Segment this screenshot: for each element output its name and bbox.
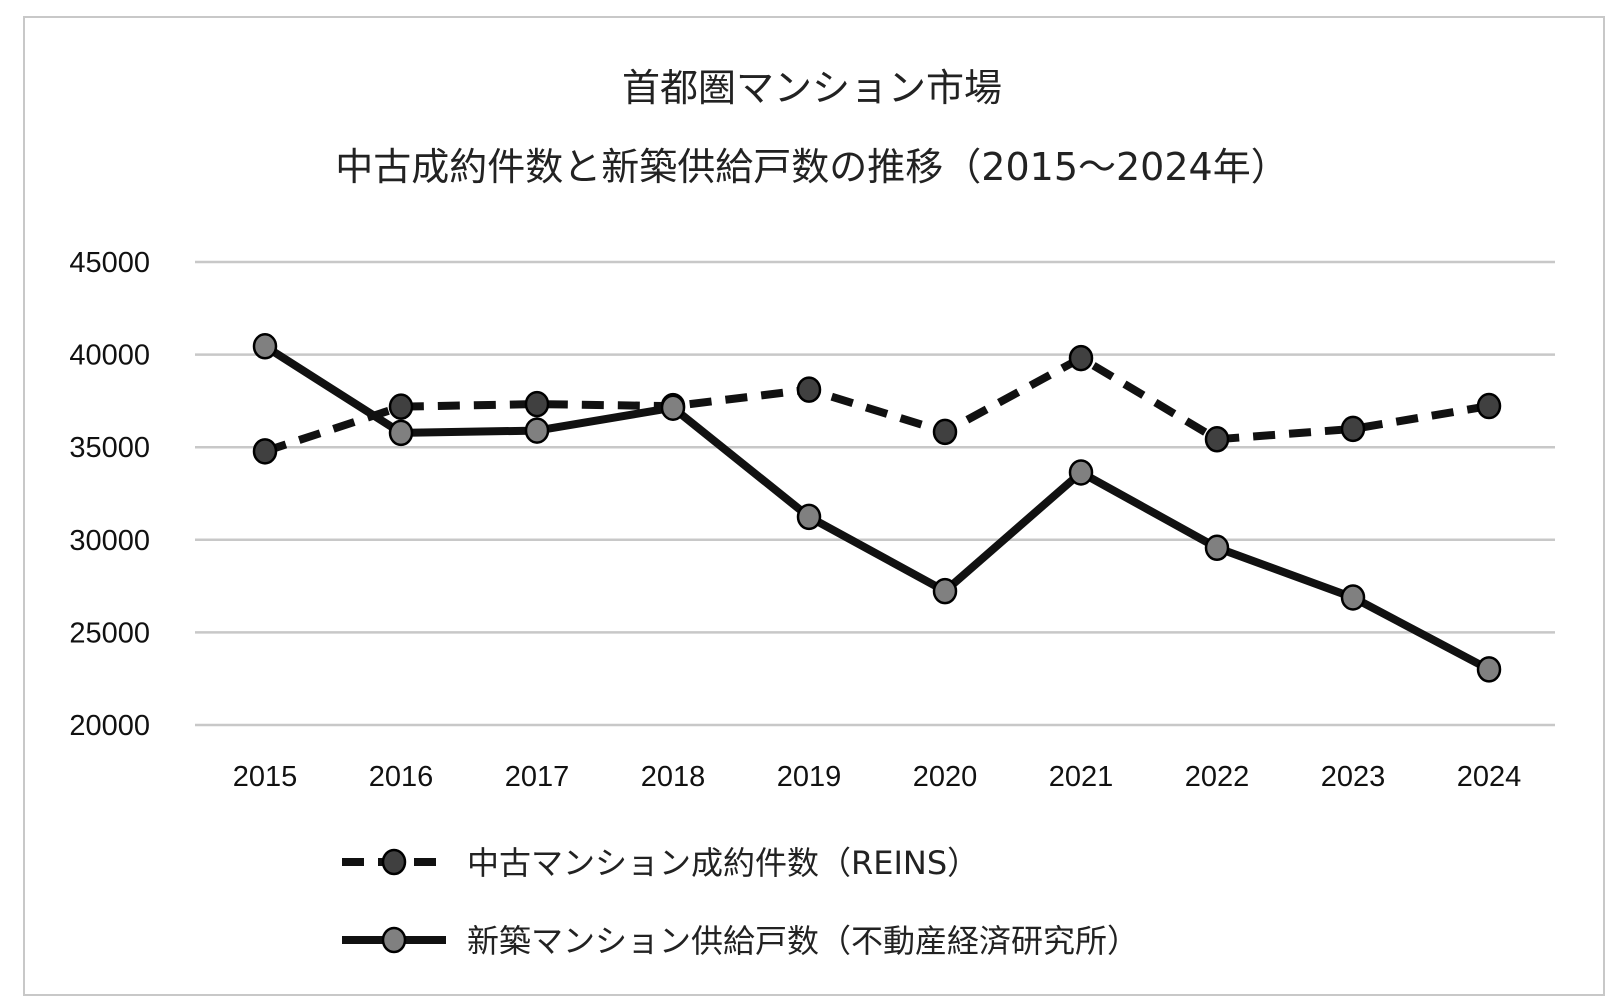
data-point [1476, 392, 1502, 420]
data-point [524, 417, 550, 444]
y-tick-label: 20000 [69, 710, 150, 742]
data-point [796, 503, 822, 531]
x-tick-label: 2018 [641, 761, 706, 793]
x-tick-label: 2021 [1049, 761, 1114, 793]
data-point [932, 577, 958, 605]
data-point [252, 333, 278, 360]
y-tick-label: 35000 [69, 432, 150, 464]
legend-marker-1 [381, 926, 407, 954]
data-point [1476, 656, 1502, 683]
data-point [660, 394, 686, 421]
data-point [524, 390, 550, 418]
data-point [1068, 459, 1094, 486]
x-tick-label: 2023 [1321, 761, 1386, 793]
data-point [796, 376, 822, 403]
data-point [252, 438, 278, 465]
data-point [388, 419, 414, 447]
chart-title-line-2: 中古成約件数と新築供給戸数の推移（2015～2024年） [335, 145, 1288, 189]
chart-title-line-1: 首都圏マンション市場 [622, 66, 1002, 110]
x-tick-label: 2019 [777, 761, 842, 793]
data-point [1340, 415, 1366, 443]
data-point [1204, 426, 1230, 453]
data-point [932, 418, 958, 446]
x-tick-label: 2024 [1457, 761, 1522, 793]
series-line-0 [263, 354, 1490, 456]
data-point [1340, 584, 1366, 611]
data-point [1068, 344, 1094, 372]
y-tick-label: 40000 [69, 340, 150, 372]
x-tick-label: 2016 [369, 761, 434, 793]
x-tick-label: 2022 [1185, 761, 1250, 793]
x-tick-label: 2015 [233, 761, 298, 793]
x-tick-label: 2017 [505, 761, 570, 793]
data-point [1204, 534, 1230, 562]
series-line-1 [262, 342, 1491, 673]
data-point [388, 393, 414, 420]
chart-frame [23, 16, 1605, 996]
y-tick-label: 45000 [69, 247, 150, 279]
x-tick-label: 2020 [913, 761, 978, 793]
legend-label: 新築マンション供給戸数（不動産経済研究所） [467, 922, 1139, 960]
legend-marker-0 [381, 848, 407, 876]
y-tick-label: 30000 [69, 525, 150, 557]
legend-label: 中古マンション成約件数（REINS） [467, 844, 979, 882]
y-tick-label: 25000 [69, 617, 150, 649]
